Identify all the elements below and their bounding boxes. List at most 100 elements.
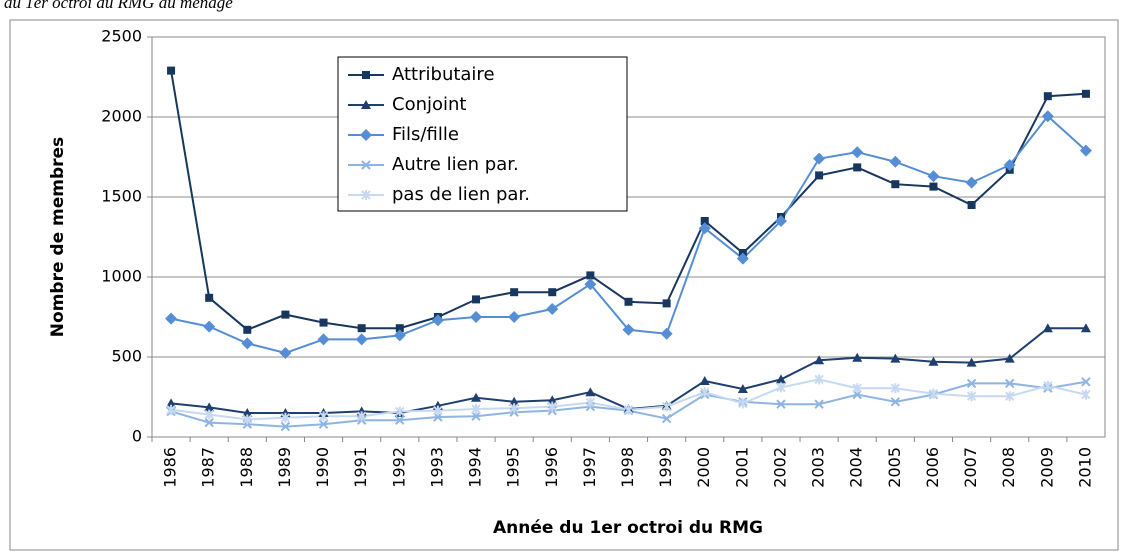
x-tick-label: 1987	[199, 447, 218, 488]
x-tick-label: 1990	[313, 447, 332, 488]
legend-label: pas de lien par.	[392, 184, 530, 205]
marker	[813, 152, 826, 165]
marker	[890, 383, 901, 394]
marker	[205, 293, 214, 302]
marker	[508, 311, 521, 323]
x-tick-label: 2008	[999, 447, 1018, 488]
marker	[927, 170, 940, 183]
legend-box	[337, 56, 628, 212]
marker	[661, 413, 672, 424]
marker	[509, 396, 520, 406]
x-tick-label: 1996	[542, 447, 561, 488]
marker	[661, 401, 672, 412]
y-tick-label: 1000	[101, 267, 142, 286]
marker	[1043, 380, 1053, 391]
x-tick-label: 2001	[732, 447, 751, 488]
marker	[1043, 92, 1052, 101]
marker	[509, 403, 519, 414]
marker	[774, 215, 787, 227]
marker	[470, 311, 483, 323]
marker	[853, 163, 862, 172]
y-tick-label: 2500	[101, 27, 142, 46]
marker	[1042, 323, 1053, 333]
marker	[1004, 378, 1015, 389]
marker	[852, 352, 863, 362]
marker	[966, 357, 977, 367]
marker	[472, 295, 481, 304]
marker	[318, 411, 329, 422]
marker	[814, 374, 824, 385]
x-tick-label: 2009	[1037, 447, 1056, 488]
y-axis-label: Nombre de membres	[48, 137, 68, 337]
x-tick-label: 2005	[885, 447, 904, 488]
marker	[1080, 323, 1091, 333]
marker	[698, 222, 711, 235]
marker	[167, 66, 176, 75]
x-tick-label: 2006	[923, 447, 942, 488]
y-tick-label: 2000	[101, 107, 142, 126]
marker	[204, 417, 214, 428]
marker	[166, 404, 176, 415]
x-axis-label: Année du 1er octroi du RMG	[493, 518, 763, 538]
x-tick-label: 2000	[694, 447, 713, 488]
marker	[965, 176, 978, 189]
marker	[356, 411, 367, 422]
marker	[622, 323, 635, 336]
marker	[814, 399, 824, 409]
marker	[243, 325, 252, 334]
y-tick-label: 1500	[101, 187, 142, 206]
marker	[510, 288, 519, 297]
marker	[242, 408, 253, 417]
x-tick-label: 1994	[466, 447, 485, 488]
marker	[280, 421, 291, 432]
marker	[700, 387, 710, 398]
marker	[319, 318, 328, 327]
legend-marker	[361, 100, 371, 109]
x-tick-label: 2002	[770, 447, 789, 488]
marker	[815, 171, 824, 180]
legend-marker	[362, 71, 370, 79]
x-tick-label: 1988	[237, 447, 256, 488]
marker	[585, 397, 596, 408]
marker	[547, 401, 557, 412]
marker	[738, 398, 748, 409]
legend-marker	[361, 190, 371, 200]
marker	[851, 146, 864, 159]
marker	[699, 376, 710, 385]
legend-marker	[360, 129, 372, 141]
marker	[736, 252, 749, 265]
marker	[967, 201, 976, 209]
x-tick-label: 1991	[351, 447, 370, 488]
marker	[814, 355, 825, 365]
marker	[1041, 110, 1054, 123]
x-tick-label: 1986	[161, 447, 180, 488]
marker	[357, 324, 366, 333]
marker	[776, 382, 786, 393]
marker	[242, 414, 253, 425]
marker	[966, 391, 977, 402]
marker	[203, 320, 216, 333]
marker	[584, 278, 597, 291]
marker	[1081, 89, 1090, 98]
marker	[395, 406, 405, 417]
legend-label: Fils/fille	[392, 124, 459, 145]
marker	[585, 387, 596, 397]
marker	[624, 297, 633, 306]
x-tick-label: 1993	[427, 447, 446, 488]
y-tick-label: 500	[111, 347, 142, 366]
legend-label: Autre lien par.	[392, 154, 519, 175]
marker	[1081, 389, 1091, 400]
marker	[737, 384, 748, 393]
marker	[546, 303, 559, 315]
x-tick-label: 2004	[847, 447, 866, 488]
x-tick-label: 2007	[961, 447, 980, 488]
marker	[1004, 353, 1015, 363]
chart-title: au 1er octroi du RMG au ménage	[4, 0, 233, 12]
marker	[1079, 144, 1092, 157]
x-tick-label: 1989	[275, 447, 294, 488]
marker	[547, 395, 558, 405]
marker	[393, 329, 406, 342]
marker	[281, 310, 290, 319]
x-tick-label: 2003	[809, 447, 828, 488]
